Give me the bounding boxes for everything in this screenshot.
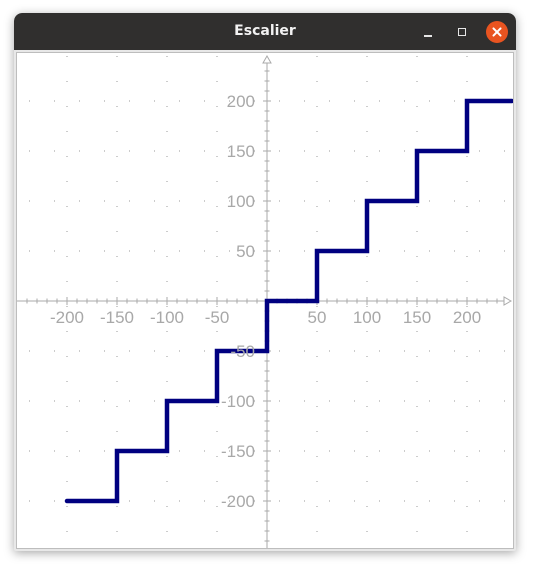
- x-tick-label: -100: [150, 308, 184, 327]
- x-tick-label: -200: [50, 308, 84, 327]
- close-icon[interactable]: [486, 21, 508, 43]
- title-bar[interactable]: Escalier: [14, 13, 516, 50]
- minimize-icon[interactable]: [417, 21, 439, 43]
- x-tick-label: 200: [453, 308, 481, 327]
- y-tick-label: 150: [227, 142, 255, 161]
- y-tick-label: -150: [221, 442, 255, 461]
- staircase-plot: -200 -150 -100 -50 50 100 150 200 200 150 100 50 -50…: [17, 53, 513, 548]
- plot-canvas: -200 -150 -100 -50 50 100 150 200 200 150 100 50 -50…: [16, 52, 514, 549]
- staircase-series-line: [64, 98, 513, 504]
- y-tick-label: -200: [221, 492, 255, 511]
- x-tick-label: 150: [403, 308, 431, 327]
- y-tick-label: -50: [230, 342, 255, 361]
- y-tick-label: 100: [227, 192, 255, 211]
- y-tick-label: 50: [236, 242, 255, 261]
- x-tick-label: -150: [100, 308, 134, 327]
- window-title: Escalier: [234, 23, 296, 39]
- y-tick-label: 200: [227, 92, 255, 111]
- x-tick-label: 50: [308, 308, 327, 327]
- app-window: Escalier -200 -150 -100 -50 50 100 150 200 200 15…: [14, 13, 516, 551]
- x-tick-label: 100: [353, 308, 381, 327]
- y-tick-label: -100: [221, 392, 255, 411]
- y-axis-arrow-icon: [262, 54, 272, 64]
- x-tick-label: -50: [205, 308, 230, 327]
- maximize-icon[interactable]: [451, 21, 473, 43]
- x-axis-arrow-icon: [503, 296, 513, 306]
